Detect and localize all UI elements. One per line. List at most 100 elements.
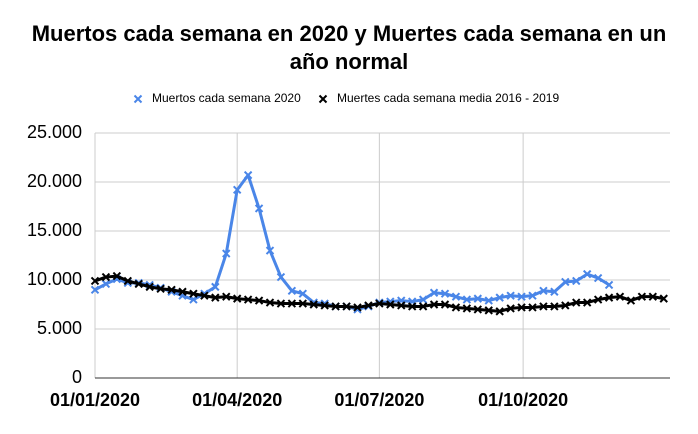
- data-point: [397, 301, 406, 310]
- y-tick-label: 0: [72, 367, 82, 387]
- data-point: [539, 302, 548, 311]
- data-point: [440, 289, 450, 298]
- data-point: [134, 279, 143, 289]
- data-point: [550, 302, 559, 311]
- legend-marker: [133, 94, 143, 104]
- data-point: [353, 303, 362, 312]
- data-point: [123, 276, 133, 286]
- data-point: [561, 301, 570, 310]
- data-point: [473, 294, 483, 303]
- data-point: [386, 300, 395, 309]
- data-point: [167, 285, 176, 295]
- data-point: [484, 306, 493, 315]
- data-point: [582, 298, 592, 307]
- data-point: [211, 293, 220, 302]
- data-point: [320, 301, 329, 310]
- y-tick-label: 15.000: [27, 220, 82, 240]
- data-point: [473, 305, 483, 314]
- x-tick-label: 01/07/2020: [334, 390, 424, 410]
- data-point: [331, 302, 340, 311]
- data-point: [615, 292, 625, 301]
- series: [90, 271, 668, 316]
- data-point: [418, 302, 428, 311]
- data-point: [156, 284, 165, 294]
- data-point: [550, 287, 559, 296]
- data-point: [298, 289, 308, 298]
- legend-label: Muertes cada semana media 2016 - 2019: [337, 91, 559, 105]
- data-point: [232, 294, 242, 303]
- data-point: [429, 288, 439, 297]
- data-point: [495, 293, 504, 302]
- legend-item: Muertos cada semana 2020: [133, 91, 301, 105]
- data-point: [276, 299, 286, 308]
- data-point: [418, 295, 428, 304]
- legend-item: Muertes cada semana media 2016 - 2019: [318, 91, 559, 105]
- data-point: [582, 269, 592, 279]
- y-tick-label: 5.000: [37, 318, 82, 338]
- data-point: [298, 299, 308, 308]
- data-point: [287, 299, 297, 308]
- data-point: [517, 292, 526, 301]
- data-point: [506, 304, 515, 313]
- data-point: [178, 287, 187, 296]
- data-point: [309, 300, 318, 309]
- y-tick-label: 20.000: [27, 171, 82, 191]
- data-point: [200, 291, 209, 300]
- data-point: [90, 285, 100, 295]
- x-tick-label: 01/10/2020: [478, 390, 568, 410]
- data-point: [254, 204, 264, 213]
- data-point: [276, 272, 286, 282]
- data-point: [287, 286, 297, 295]
- data-point: [429, 300, 439, 309]
- legend-label: Muertos cada semana 2020: [152, 91, 301, 105]
- x-tick-label: 01/04/2020: [192, 390, 282, 410]
- data-point: [265, 298, 275, 307]
- data-point: [517, 303, 526, 312]
- data-point: [637, 292, 647, 301]
- data-point: [90, 276, 100, 286]
- data-point: [593, 295, 603, 304]
- y-tick-label: 10.000: [27, 269, 82, 289]
- data-point: [528, 303, 537, 312]
- x-tick-label: 01/01/2020: [50, 390, 140, 410]
- data-point: [484, 296, 493, 305]
- data-point: [561, 277, 570, 287]
- data-point: [528, 291, 537, 300]
- data-point: [604, 293, 614, 302]
- data-point: [211, 282, 220, 292]
- data-point: [342, 302, 351, 311]
- data-point: [407, 302, 417, 311]
- data-point: [572, 298, 581, 307]
- data-point: [440, 300, 450, 309]
- data-point: [648, 292, 658, 301]
- data-point: [451, 292, 461, 301]
- data-point: [101, 272, 111, 282]
- data-point: [243, 295, 253, 304]
- data-point: [112, 271, 122, 281]
- data-point: [451, 303, 461, 312]
- data-point: [462, 295, 472, 304]
- data-point: [145, 282, 154, 292]
- data-point: [572, 276, 581, 286]
- data-point: [364, 301, 373, 310]
- data-point: [189, 289, 198, 298]
- data-point: [604, 280, 614, 290]
- data-point: [265, 246, 275, 255]
- data-point: [101, 279, 111, 289]
- data-point: [222, 249, 231, 258]
- data-point: [539, 286, 548, 295]
- legend-marker: [318, 94, 328, 104]
- data-point: [222, 292, 231, 301]
- data-point: [626, 296, 636, 305]
- data-point: [495, 307, 504, 316]
- data-point: [254, 296, 264, 305]
- data-point: [232, 185, 242, 195]
- data-point: [593, 273, 603, 283]
- data-point: [243, 170, 253, 180]
- chart-title: Muertos cada semana en 2020 y Muertes ca…: [31, 21, 667, 74]
- data-point: [462, 304, 472, 313]
- data-point: [375, 299, 384, 308]
- data-point: [659, 294, 668, 303]
